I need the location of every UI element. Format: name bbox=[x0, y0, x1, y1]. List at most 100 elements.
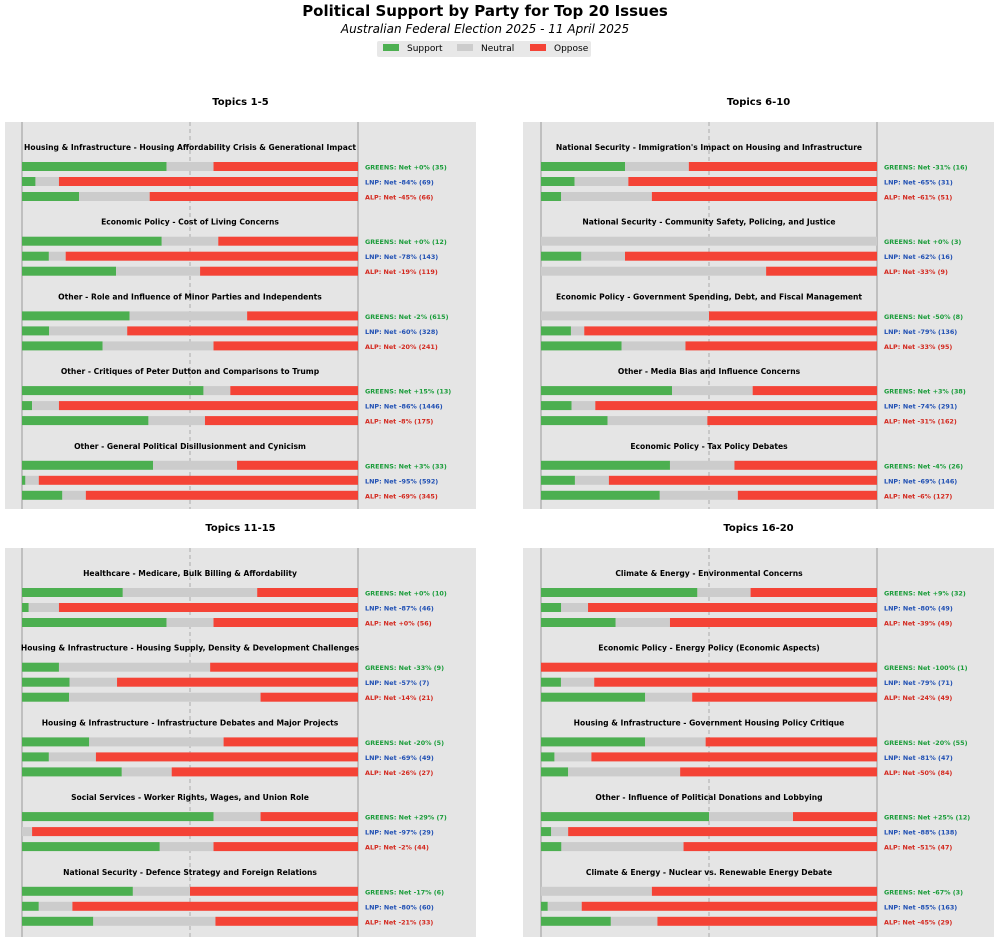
panel-4-topic-5-greens-oppose-bar bbox=[651, 886, 877, 896]
panel-1-topic-5-greens-oppose-bar bbox=[237, 460, 358, 470]
panel-1-topic-3-lnp-oppose-bar bbox=[127, 326, 358, 336]
panel-3-topic-2-alp-neutral-bar bbox=[69, 692, 261, 702]
panel-1-topic-5-alp-label: ALP: Net -69% (345) bbox=[365, 492, 438, 500]
panel-3-topic-2-alp-support-bar bbox=[22, 692, 70, 702]
panel-4-topic-2-alp-oppose-bar bbox=[692, 692, 877, 702]
panel-2-topic-3-greens-label: GREENS: Net -50% (8) bbox=[884, 313, 963, 321]
panel-2-topic-1-alp-support-bar bbox=[541, 192, 562, 201]
panel-4-topic-3-lnp-support-bar bbox=[541, 752, 555, 762]
panel-4-topic-2-alp-neutral-bar bbox=[645, 692, 693, 702]
panel-4-topic-3-greens-label: GREENS: Net -20% (55) bbox=[884, 739, 968, 747]
panel-4-topic-3-lnp-label: LNP: Net -81% (47) bbox=[884, 754, 953, 762]
panel-1-topic-2-greens-support-bar bbox=[22, 236, 162, 246]
panel-1-topic-1-lnp-oppose-bar bbox=[58, 177, 359, 186]
panel-1-topic-2-alp-support-bar bbox=[22, 266, 117, 276]
panel-2-topic-1-greens-label: GREENS: Net -31% (16) bbox=[884, 164, 968, 172]
panel-4-topic-3-alp-support-bar bbox=[541, 767, 569, 777]
panel-3-topic-2-greens-oppose-bar bbox=[210, 662, 358, 672]
panel-2-topic-3-lnp-label: LNP: Net -79% (136) bbox=[884, 328, 957, 336]
legend-item-oppose: Oppose bbox=[530, 43, 588, 55]
panel-2-topic-4-greens-support-bar bbox=[541, 386, 673, 396]
panel-3-topic-5-lnp-support-bar bbox=[22, 901, 39, 911]
panel-1-topic-2-greens-oppose-bar bbox=[218, 236, 358, 246]
panel-4-topic-2-greens-oppose-bar bbox=[541, 662, 877, 672]
panel-4-topic-1-lnp-label: LNP: Net -80% (49) bbox=[884, 605, 953, 613]
panel-4-topic-1-lnp-neutral-bar bbox=[561, 603, 589, 612]
legend: Support Neutral Oppose bbox=[377, 41, 591, 57]
panel-1-topic-2-title: Economic Policy - Cost of Living Concern… bbox=[101, 218, 279, 227]
panel-4-topic-4-title: Other - Influence of Political Donations… bbox=[595, 793, 822, 802]
panel-2-topic-3-alp-label: ALP: Net -33% (95) bbox=[884, 343, 952, 351]
panel-3-topic-2-alp-oppose-bar bbox=[260, 692, 358, 702]
panel-1-topic-4-alp-neutral-bar bbox=[148, 416, 205, 426]
panel-3-topic-5-title: National Security - Defence Strategy and… bbox=[63, 868, 317, 877]
panel-4-topic-1-alp-label: ALP: Net -39% (49) bbox=[884, 620, 952, 628]
panel-4-topic-3-lnp-neutral-bar bbox=[554, 752, 592, 762]
panel-4-topic-1-greens-neutral-bar bbox=[697, 588, 751, 597]
panel-2-topic-5-greens-support-bar bbox=[541, 460, 670, 470]
panel-4-topic-4-greens-label: GREENS: Net +25% (12) bbox=[884, 814, 970, 822]
panel-3-topic-4-alp-support-bar bbox=[22, 842, 160, 852]
panel-2-topic-3-alp-oppose-bar bbox=[685, 341, 877, 351]
panel-3-topic-3-alp-neutral-bar bbox=[121, 767, 172, 777]
panel-2-topic-4-alp-support-bar bbox=[541, 416, 608, 426]
panel-3-topic-2-greens-support-bar bbox=[22, 662, 59, 672]
panel-3-topic-2-lnp-oppose-bar bbox=[117, 677, 358, 687]
panel-1-topic-1-title: Housing & Infrastructure - Housing Affor… bbox=[24, 143, 356, 152]
panel-1-topic-3-greens-neutral-bar bbox=[129, 311, 248, 321]
panel-2-topic-4-lnp-support-bar bbox=[541, 401, 572, 411]
panel-1-title: Topics 1-5 bbox=[212, 97, 268, 108]
panel-4-title: Topics 16-20 bbox=[723, 523, 793, 534]
chart-title: Political Support by Party for Top 20 Is… bbox=[302, 2, 668, 20]
panel-1-topic-5-lnp-label: LNP: Net -95% (592) bbox=[365, 477, 438, 485]
panel-4-topic-3-greens-neutral-bar bbox=[645, 737, 706, 747]
panel-1-topic-1-greens-support-bar bbox=[22, 162, 167, 171]
panel-3-topic-5-greens-support-bar bbox=[22, 886, 133, 896]
panel-1-topic-5-alp-support-bar bbox=[22, 490, 63, 500]
panel-2-topic-5-alp-neutral-bar bbox=[659, 490, 738, 500]
panel-3-topic-5-alp-neutral-bar bbox=[93, 916, 216, 926]
panel-4-topic-3-alp-oppose-bar bbox=[680, 767, 877, 777]
panel-1-topic-5-greens-label: GREENS: Net +3% (33) bbox=[365, 462, 447, 470]
panel-3-topic-2-greens-neutral-bar bbox=[58, 662, 211, 672]
panel-1-topic-4-title: Other - Critiques of Peter Dutton and Co… bbox=[61, 367, 320, 376]
panel-1-topic-4-greens-oppose-bar bbox=[230, 386, 358, 396]
panel-1-topic-4-lnp-neutral-bar bbox=[32, 401, 59, 411]
panel-1-topic-2-lnp-support-bar bbox=[22, 251, 49, 261]
panel-2-topic-4-alp-oppose-bar bbox=[707, 416, 877, 426]
panel-2-topic-5-alp-label: ALP: Net -6% (127) bbox=[884, 492, 952, 500]
panel-4-topic-1-alp-oppose-bar bbox=[669, 618, 877, 627]
panel-3-topic-3-lnp-oppose-bar bbox=[95, 752, 359, 762]
panel-1-topic-5-lnp-support-bar bbox=[22, 475, 26, 485]
panel-4-topic-5-lnp-label: LNP: Net -85% (163) bbox=[884, 903, 957, 911]
panel-1-topic-3-greens-oppose-bar bbox=[247, 311, 358, 321]
panel-2-topic-2-alp-oppose-bar bbox=[766, 266, 877, 276]
panel-2-topic-1-alp-label: ALP: Net -61% (51) bbox=[884, 194, 952, 202]
panel-1-topic-4-lnp-support-bar bbox=[22, 401, 33, 411]
legend-swatch-neutral bbox=[457, 44, 473, 51]
panel-4-topic-2-alp-label: ALP: Net -24% (49) bbox=[884, 694, 952, 702]
panel-4-topic-3-alp-neutral-bar bbox=[568, 767, 681, 777]
panel-3-title: Topics 11-15 bbox=[205, 523, 275, 534]
panel-2-topic-1-lnp-oppose-bar bbox=[628, 177, 877, 186]
panel-3-topic-1-alp-oppose-bar bbox=[213, 618, 358, 627]
panel-4-topic-4-greens-neutral-bar bbox=[709, 812, 793, 822]
panel-4-topic-4-alp-label: ALP: Net -51% (47) bbox=[884, 844, 952, 852]
panel-1-topic-4-alp-support-bar bbox=[22, 416, 149, 426]
panel-2-topic-4-alp-label: ALP: Net -31% (162) bbox=[884, 418, 957, 426]
panel-1-topic-3-title: Other - Role and Influence of Minor Part… bbox=[58, 292, 322, 301]
panel-3-topic-5-greens-oppose-bar bbox=[190, 886, 358, 896]
panel-3-topic-5-lnp-neutral-bar bbox=[38, 901, 73, 911]
panel-1-topic-3-lnp-neutral-bar bbox=[49, 326, 128, 336]
panel-1-topic-1-alp-oppose-bar bbox=[149, 192, 358, 201]
panel-1-topic-1-greens-oppose-bar bbox=[213, 162, 358, 171]
legend-label-oppose: Oppose bbox=[554, 44, 589, 54]
panel-1-topic-2-lnp-oppose-bar bbox=[65, 251, 359, 261]
panel-1-topic-3-alp-label: ALP: Net -20% (241) bbox=[365, 343, 438, 351]
panel-2-topic-2-alp-neutral-bar bbox=[541, 266, 767, 276]
panel-4-topic-5-lnp-oppose-bar bbox=[581, 901, 877, 911]
panel-1-topic-3-alp-oppose-bar bbox=[213, 341, 358, 351]
panel-4-topic-1-greens-oppose-bar bbox=[750, 588, 877, 597]
panel-4-topic-5-greens-neutral-bar bbox=[541, 886, 652, 896]
panel-4-topic-3-greens-oppose-bar bbox=[705, 737, 877, 747]
